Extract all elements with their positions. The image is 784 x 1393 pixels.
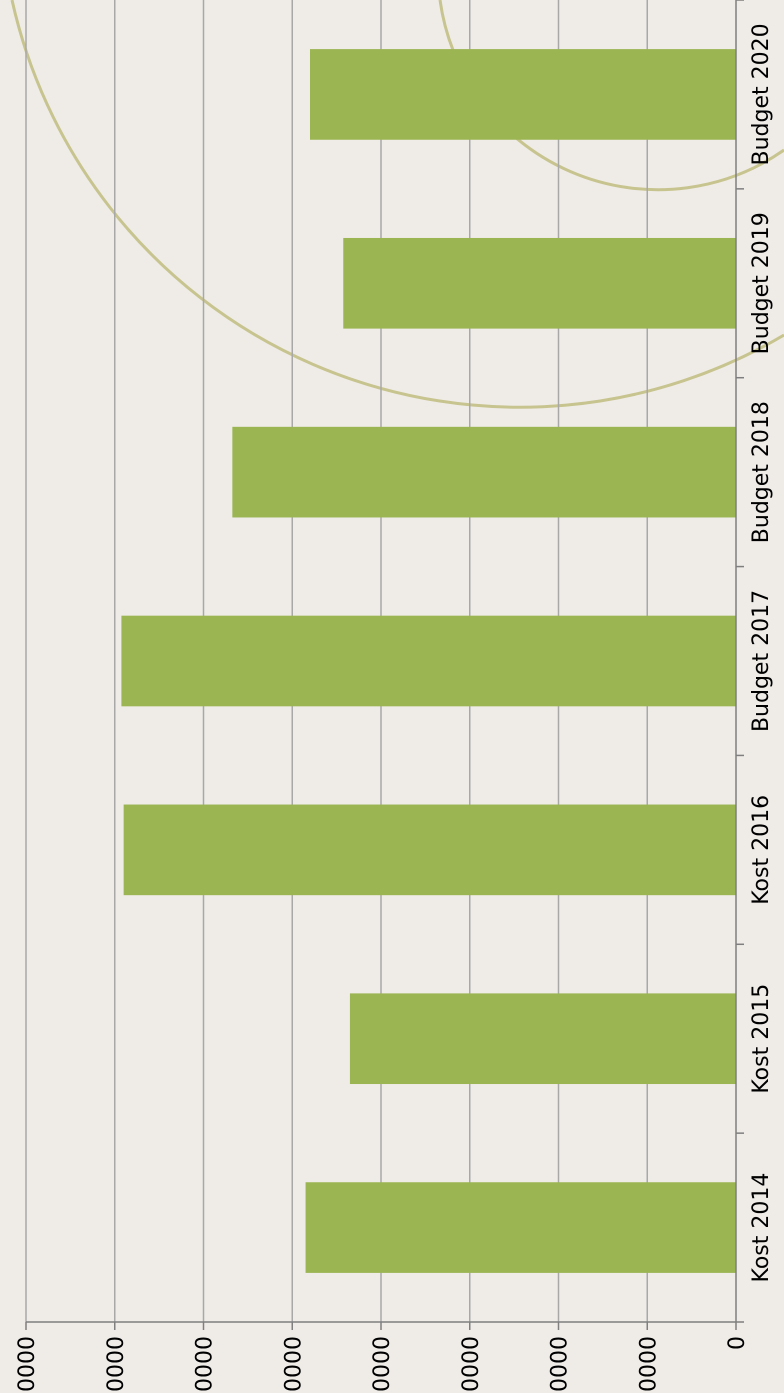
bar	[310, 49, 736, 140]
bar	[232, 426, 736, 518]
category-tick-label: Kost 2014	[749, 1173, 774, 1283]
bar	[121, 615, 736, 707]
bar	[343, 237, 736, 329]
value-tick-label: 1600000	[15, 1336, 40, 1393]
bars	[121, 49, 736, 1273]
category-tick-label: Budget 2018	[749, 401, 774, 543]
value-tick-label: 0	[725, 1336, 750, 1350]
bar	[123, 804, 736, 896]
bar	[349, 993, 736, 1085]
value-tick-label: 200000	[636, 1336, 661, 1393]
value-tick-label: 1200000	[193, 1336, 218, 1393]
bar	[305, 1182, 736, 1273]
value-tick-label: 1400000	[104, 1336, 129, 1393]
category-tick-label: Budget 2020	[749, 23, 774, 165]
axes	[25, 0, 744, 1330]
category-tick-label: Budget 2017	[749, 590, 774, 732]
category-tick-label: Kost 2015	[749, 984, 774, 1094]
value-tick-label: 1000000	[281, 1336, 306, 1393]
value-tick-label: 800000	[370, 1336, 395, 1393]
value-tick-label: 600000	[459, 1336, 484, 1393]
tick-labels: 0 200000 400000 600000 800000 1000000 1200000 1…	[15, 23, 774, 1393]
category-tick-label: Kost 2016	[749, 795, 774, 905]
decoration-arc-large	[10, 0, 784, 409]
value-tick-label: 400000	[548, 1336, 573, 1393]
category-tick-label: Budget 2019	[749, 212, 774, 354]
